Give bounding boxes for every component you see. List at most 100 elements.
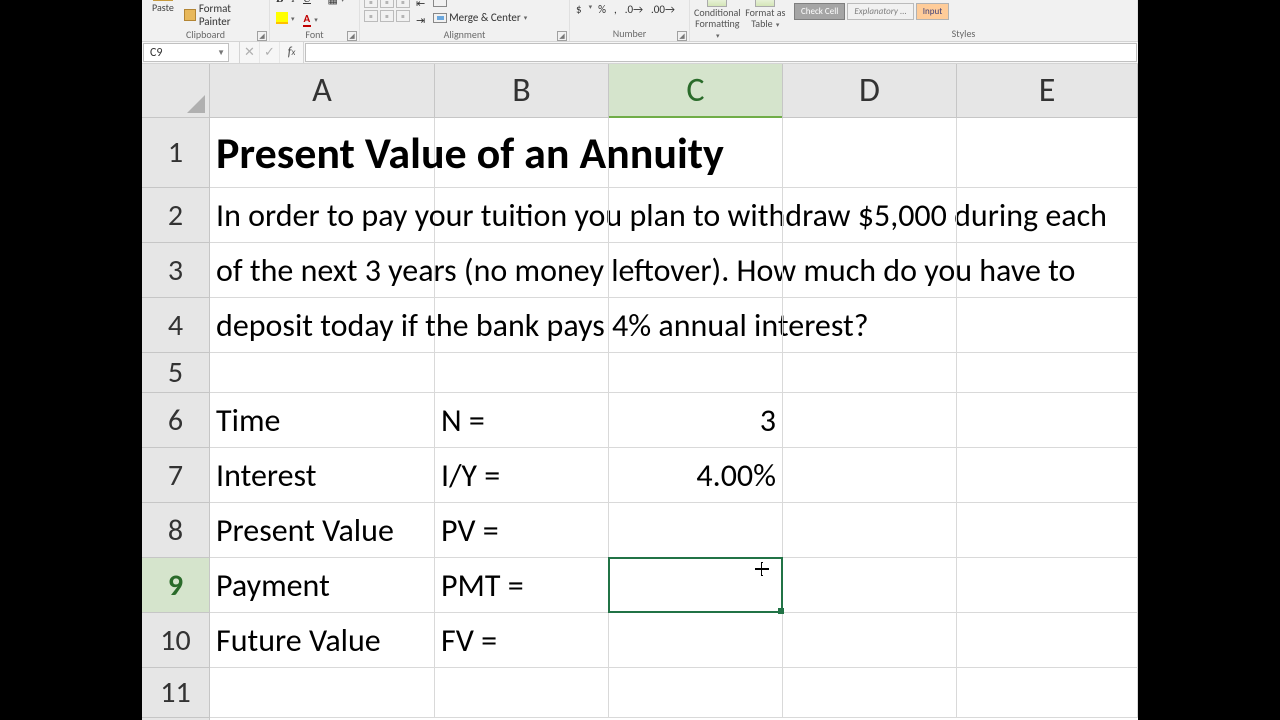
cell-C1[interactable] (609, 118, 783, 188)
merge-center-button[interactable]: Merge & Center▾ (431, 10, 529, 25)
cell-A2[interactable]: In order to pay your tuition you plan to… (210, 188, 435, 243)
cell-E7[interactable] (957, 448, 1138, 503)
row-header-5[interactable]: 5 (142, 353, 209, 393)
cancel-formula-button[interactable]: ✕ (240, 42, 260, 63)
cell-C11[interactable] (609, 668, 783, 718)
cell-B9[interactable]: PMT = (435, 558, 609, 613)
cell-D5[interactable] (783, 353, 957, 393)
percent-format-button[interactable]: % (596, 2, 608, 17)
cell-A9[interactable]: Payment (210, 558, 435, 613)
cell-C5[interactable] (609, 353, 783, 393)
row-header-7[interactable]: 7 (142, 448, 209, 503)
row-header-10[interactable]: 10 (142, 613, 209, 668)
cell-B11[interactable] (435, 668, 609, 718)
style-input[interactable]: Input (916, 3, 949, 20)
underline-button[interactable]: U (301, 0, 313, 6)
align-buttons[interactable]: ≡≡≡ ≡≡≡ (364, 0, 410, 22)
cell-A7[interactable]: Interest (210, 448, 435, 503)
col-header-D[interactable]: D (783, 64, 957, 117)
column-headers[interactable]: ABCDE (210, 64, 1138, 118)
col-header-B[interactable]: B (435, 64, 609, 117)
accounting-format-button[interactable]: $ (574, 2, 584, 17)
conditional-formatting-button[interactable]: Conditional Formatting ▾ (694, 0, 741, 41)
enter-formula-button[interactable]: ✓ (260, 42, 280, 63)
cell-B10[interactable]: FV = (435, 613, 609, 668)
cell-A11[interactable] (210, 668, 435, 718)
cell-E5[interactable] (957, 353, 1138, 393)
increase-decimal-button[interactable]: .0→ (623, 2, 645, 17)
format-as-table-button[interactable]: Format as Table ▾ (745, 0, 786, 30)
cell-B7[interactable]: I/Y = (435, 448, 609, 503)
fx-icon[interactable]: fx (280, 42, 304, 63)
cell-B5[interactable] (435, 353, 609, 393)
cell-A1[interactable]: Present Value of an Annuity (210, 118, 435, 188)
cell-C7[interactable]: 4.00% (609, 448, 783, 503)
cell-C10[interactable] (609, 613, 783, 668)
col-header-C[interactable]: C (609, 64, 783, 117)
cell-E6[interactable] (957, 393, 1138, 448)
cell-D9[interactable] (783, 558, 957, 613)
comma-format-button[interactable]: , (612, 2, 619, 17)
paste-button[interactable]: Paste (146, 0, 180, 14)
cell-C8[interactable] (609, 503, 783, 558)
cell-E11[interactable] (957, 668, 1138, 718)
cell-A5[interactable] (210, 353, 435, 393)
cell-A6[interactable]: Time (210, 393, 435, 448)
cell-D10[interactable] (783, 613, 957, 668)
cell-B3[interactable] (435, 243, 609, 298)
dialog-launcher-icon[interactable]: ◢ (557, 31, 567, 41)
cell-B2[interactable] (435, 188, 609, 243)
formula-input[interactable] (305, 43, 1137, 62)
cell-A4[interactable]: deposit today if the bank pays 4% annual… (210, 298, 435, 353)
row-header-11[interactable]: 11 (142, 668, 209, 718)
row-header-3[interactable]: 3 (142, 243, 209, 298)
dialog-launcher-icon[interactable]: ◢ (677, 31, 687, 41)
cell-C3[interactable] (609, 243, 783, 298)
cell-E4[interactable] (957, 298, 1138, 353)
col-header-E[interactable]: E (957, 64, 1138, 117)
row-header-6[interactable]: 6 (142, 393, 209, 448)
indent-increase-button[interactable]: ⇥ (414, 13, 427, 28)
bold-button[interactable]: B (274, 0, 285, 6)
row-header-8[interactable]: 8 (142, 503, 209, 558)
row-header-4[interactable]: 4 (142, 298, 209, 353)
cell-D2[interactable] (783, 188, 957, 243)
cell-D8[interactable] (783, 503, 957, 558)
cell-C2[interactable] (609, 188, 783, 243)
wrap-text-button[interactable] (431, 0, 529, 8)
italic-button[interactable]: I (289, 0, 297, 6)
row-header-2[interactable]: 2 (142, 188, 209, 243)
name-box[interactable]: C9 ▼ (143, 43, 229, 62)
dialog-launcher-icon[interactable]: ◢ (347, 31, 357, 41)
cell-B6[interactable]: N = (435, 393, 609, 448)
cell-B1[interactable] (435, 118, 609, 188)
row-headers[interactable]: 1234567891011 (142, 118, 210, 720)
cell-E10[interactable] (957, 613, 1138, 668)
cell-E1[interactable] (957, 118, 1138, 188)
cell-D7[interactable] (783, 448, 957, 503)
cell-B8[interactable]: PV = (435, 503, 609, 558)
format-painter-button[interactable]: Format Painter (184, 2, 265, 28)
cell-D4[interactable] (783, 298, 957, 353)
cell-C6[interactable]: 3 (609, 393, 783, 448)
fill-color-button[interactable]: ▾ (274, 11, 297, 25)
cell-E8[interactable] (957, 503, 1138, 558)
select-all-corner[interactable] (142, 64, 210, 118)
row-header-1[interactable]: 1 (142, 118, 209, 188)
row-header-9[interactable]: 9 (142, 558, 209, 613)
cell-D6[interactable] (783, 393, 957, 448)
style-explanatory[interactable]: Explanatory ... (847, 3, 913, 20)
cell-A10[interactable]: Future Value (210, 613, 435, 668)
cell-C4[interactable] (609, 298, 783, 353)
cell-C9[interactable] (609, 558, 783, 613)
cell-D3[interactable] (783, 243, 957, 298)
cell-E9[interactable] (957, 558, 1138, 613)
dialog-launcher-icon[interactable]: ◢ (257, 31, 267, 41)
cells-area[interactable]: Present Value of an AnnuityIn order to p… (210, 118, 1138, 720)
cell-E3[interactable] (957, 243, 1138, 298)
border-button[interactable]: ▦▾ (325, 0, 346, 7)
style-check-cell[interactable]: Check Cell (794, 3, 845, 20)
cell-D11[interactable] (783, 668, 957, 718)
cell-E2[interactable] (957, 188, 1138, 243)
cell-D1[interactable] (783, 118, 957, 188)
